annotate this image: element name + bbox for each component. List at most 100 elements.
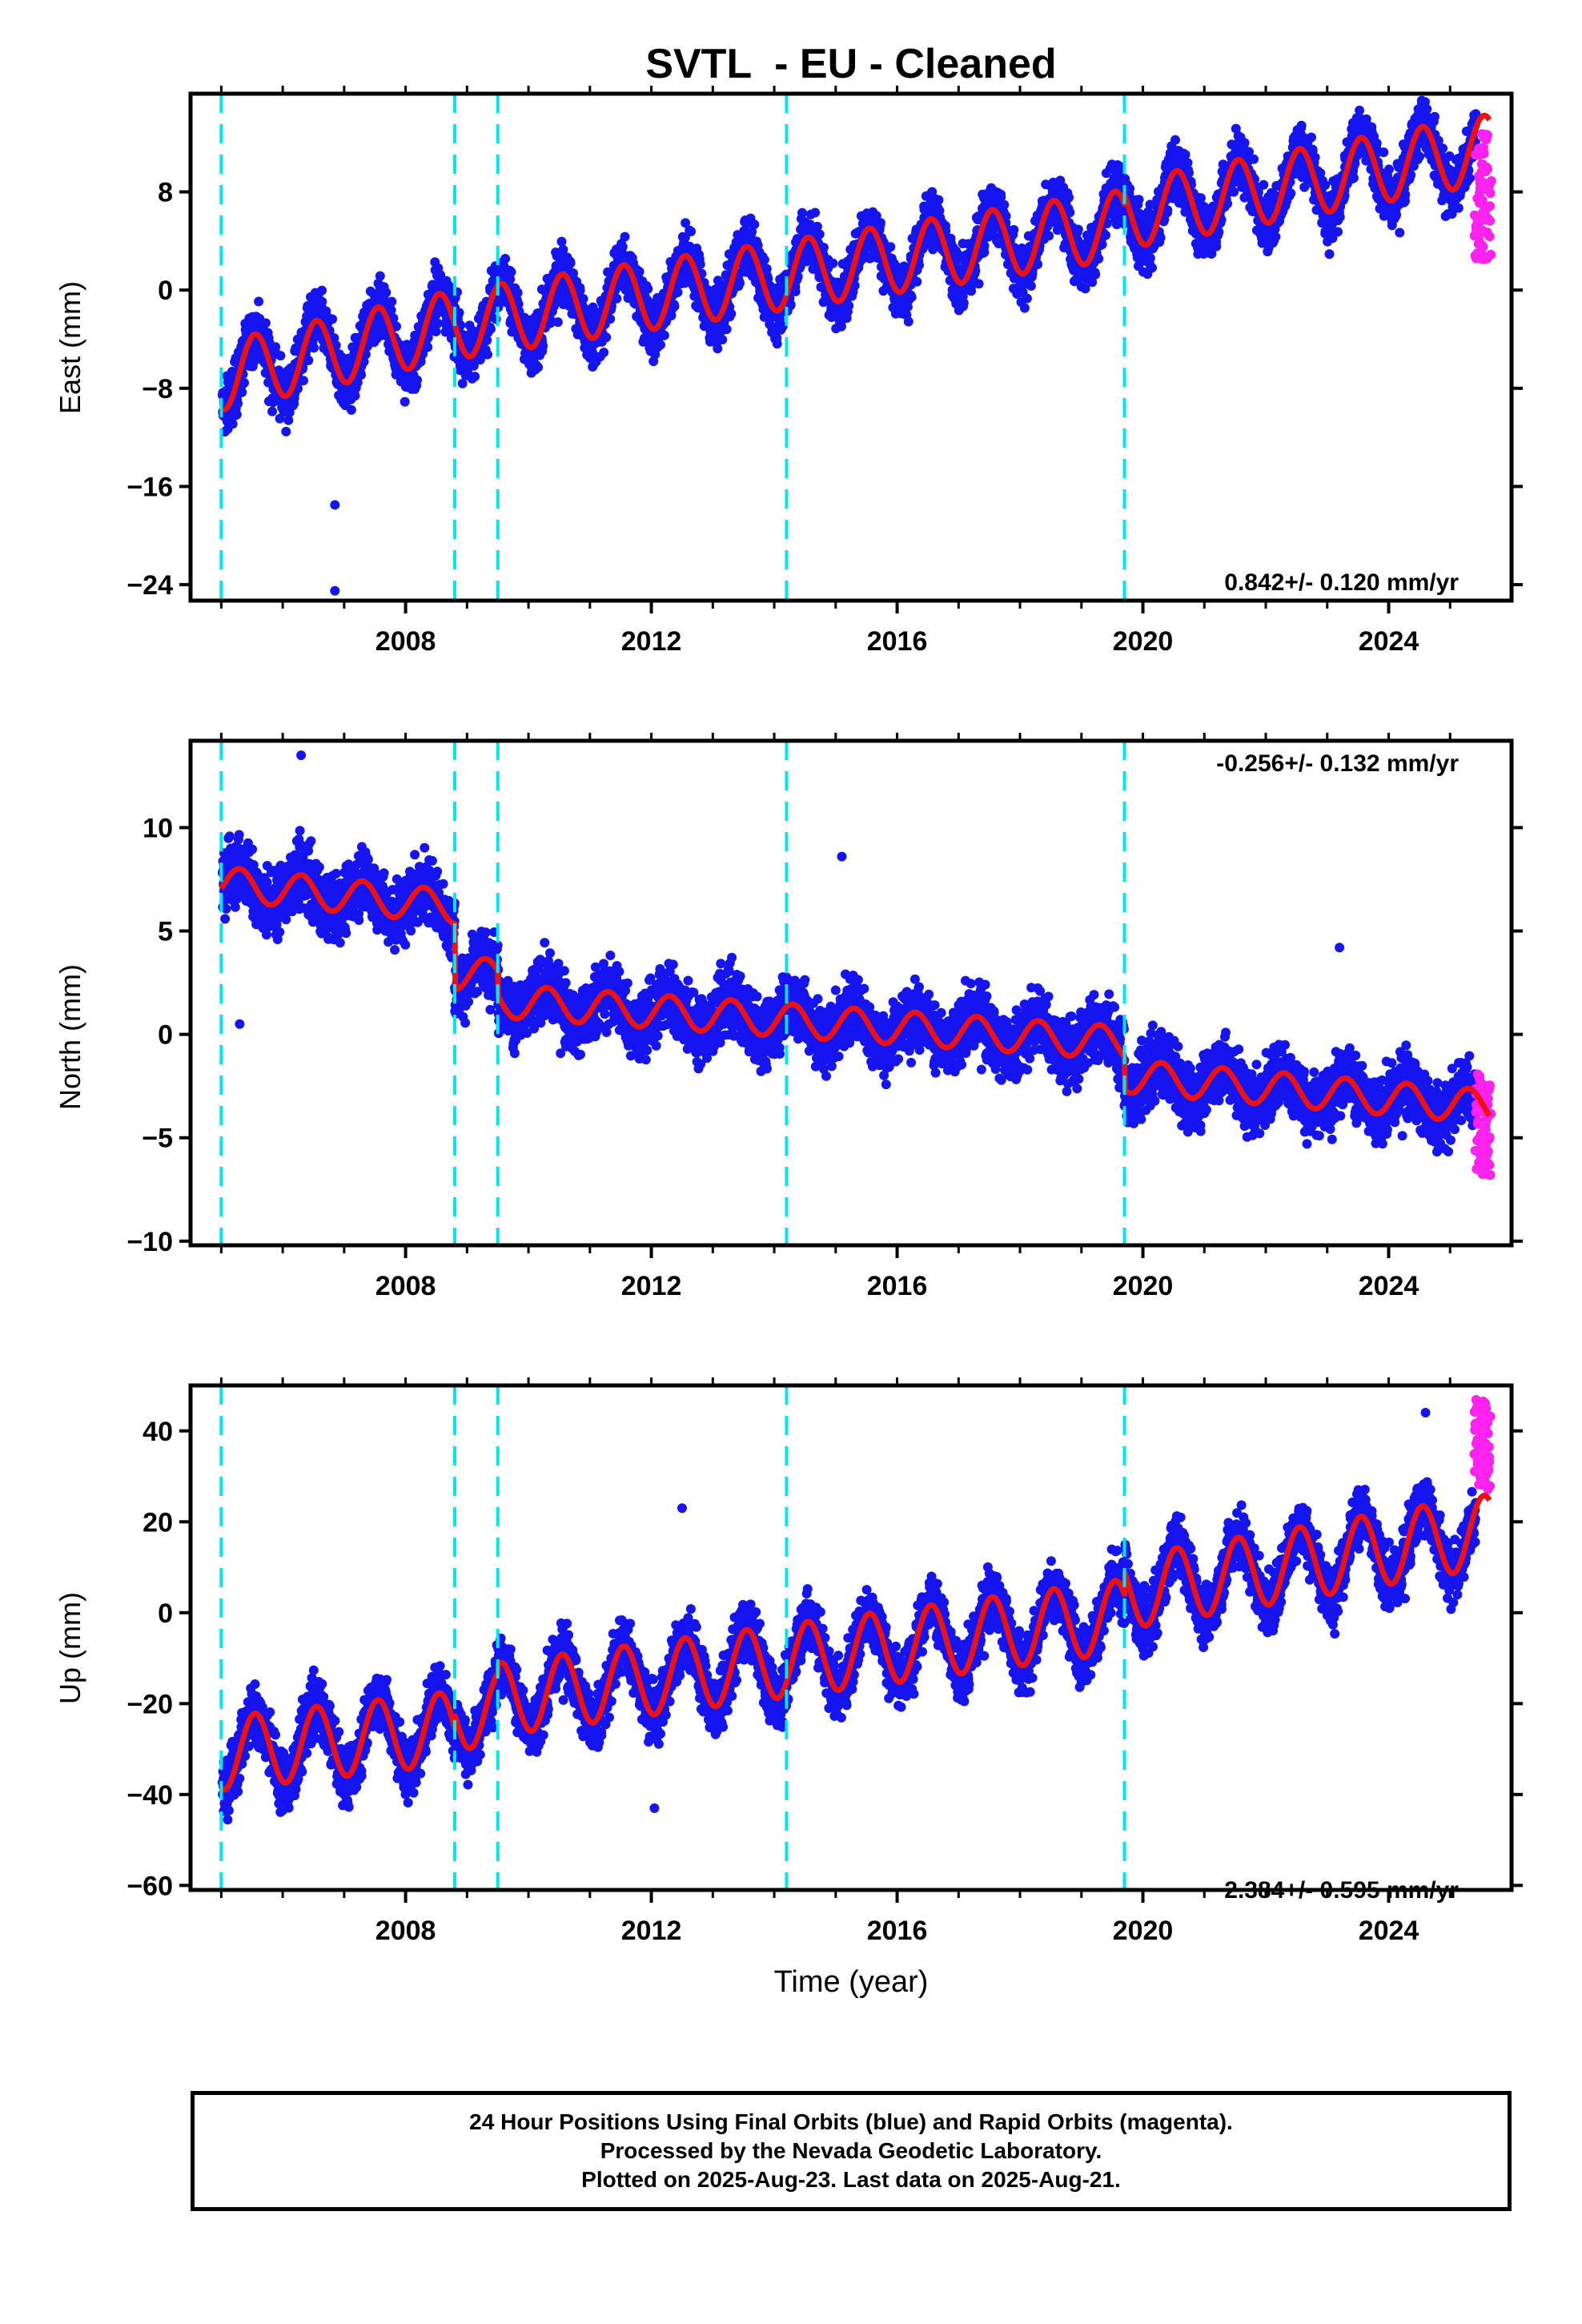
east-point [303,356,314,365]
east-point [538,341,548,351]
east-point [673,287,683,297]
east-point [1239,138,1250,148]
east-point [346,404,356,415]
east-point [254,296,264,307]
east-point [578,294,588,304]
east-point [644,297,654,308]
east-point [659,330,669,340]
east-point [552,317,563,328]
east-point [735,278,745,288]
east-point [759,255,769,265]
east-point [713,344,723,354]
east-point [388,313,399,324]
east-point [500,254,511,263]
east-point [1180,150,1191,160]
east-point [1026,281,1036,291]
east-point [329,333,339,344]
east-point [568,268,578,279]
east-point [350,391,360,401]
east-point [299,376,308,386]
east-point [810,207,821,218]
east-point [260,318,271,328]
east-point [1259,179,1269,190]
east-point [634,267,644,277]
east-point [436,270,446,280]
east-point [309,343,319,353]
east-point [686,227,697,236]
east-point [271,342,281,352]
east-point [695,259,705,269]
east-point [356,370,366,380]
east-point [512,287,523,298]
east-point [1155,232,1166,243]
east-point [643,283,653,294]
east-point [1147,263,1157,273]
east-point [601,332,612,343]
east-point [317,296,327,307]
east-point [726,308,737,319]
east-point [797,207,807,218]
east-point [483,349,492,360]
east-point [317,285,327,296]
east-point [423,342,433,352]
east-point [934,195,944,205]
east-point [558,244,568,255]
east-point [533,362,544,372]
east-point [444,280,454,291]
east-point [1211,241,1222,251]
east-point [656,340,665,350]
east-point [680,232,690,243]
east-point [906,292,917,302]
east-point [327,314,338,324]
east-point [1101,230,1110,240]
east-point [237,387,247,397]
east-point [1094,254,1104,263]
east-point [231,409,242,420]
east-point [381,287,391,298]
east-point [1073,224,1083,235]
east-point [491,314,501,324]
east-point [267,406,278,416]
east-point [903,316,913,327]
east-point [506,267,516,277]
east-point [1134,195,1144,205]
east-point [620,231,630,242]
east-point [588,302,598,312]
east-point [431,327,441,336]
east-point [1022,293,1032,304]
east-point [470,372,480,382]
east-point [375,271,385,281]
east-point [599,348,609,358]
east-point [580,304,590,314]
east-point [814,229,825,239]
east-data-area [217,94,1496,601]
east-point [1229,187,1239,197]
east-point [650,349,661,360]
east-point [386,305,396,316]
east-point [505,274,516,284]
east-point [391,321,401,332]
east-point [275,351,286,361]
east-point [669,301,680,312]
east-point [565,258,576,268]
east-point [283,415,294,425]
east-point [828,258,838,268]
east-point [545,318,556,328]
east-point [1249,154,1259,164]
east-point [482,336,492,345]
east-point [331,340,341,351]
east-point [721,324,732,335]
east-point [227,419,238,429]
east-point [749,219,760,230]
east-point [612,293,622,304]
east-point [717,335,728,345]
east-point [457,378,468,388]
east-point [885,242,896,252]
east-point [958,298,969,308]
east-point [1009,225,1019,235]
figure-title: SVTL - EU - Cleaned [645,41,1056,87]
east-point [1271,231,1281,242]
east-point [387,296,397,307]
east-point [233,399,243,408]
